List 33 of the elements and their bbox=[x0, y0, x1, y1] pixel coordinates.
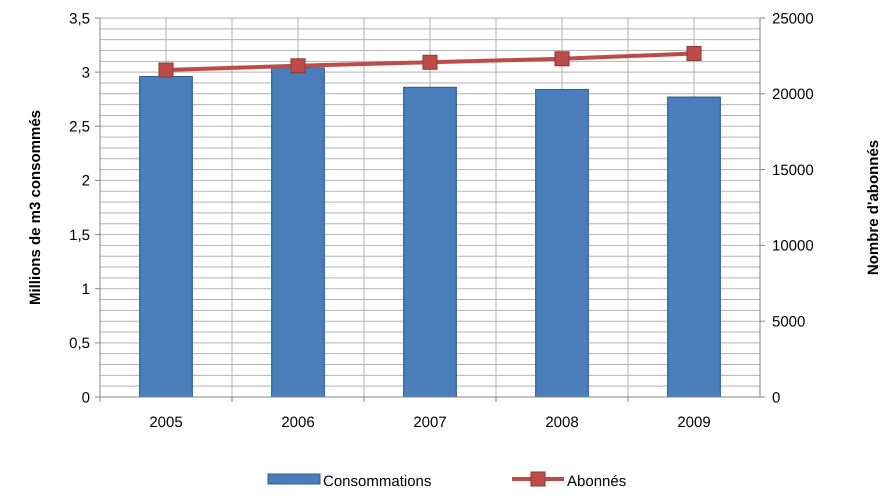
bar bbox=[535, 88, 589, 398]
point bbox=[554, 51, 570, 66]
bar bbox=[403, 86, 457, 398]
y-tick-label: 0 bbox=[82, 389, 90, 406]
legend-label: Consommations bbox=[323, 473, 432, 490]
y-tick-label: 2,5 bbox=[69, 118, 90, 136]
point bbox=[290, 58, 306, 74]
legend-label: Abonnés bbox=[567, 473, 626, 490]
y2-tick-label: 5000 bbox=[772, 313, 806, 330]
y-tick-label: 2 bbox=[82, 172, 90, 190]
bar bbox=[139, 76, 193, 398]
y2-tick-label: 20000 bbox=[772, 86, 814, 104]
y2-tick-label: 10000 bbox=[772, 238, 814, 255]
y-tick-label: 1,5 bbox=[69, 226, 90, 244]
bar bbox=[271, 67, 325, 398]
point bbox=[686, 46, 702, 61]
y2-axis-title: Nombre d'abonnés bbox=[865, 140, 882, 276]
x-tick-label: 2007 bbox=[413, 414, 447, 431]
point bbox=[158, 62, 174, 78]
y-tick-label: 0,5 bbox=[69, 335, 90, 352]
y-tick-label: 3 bbox=[82, 64, 90, 82]
x-tick-label: 2006 bbox=[281, 414, 315, 431]
x-tick-label: 2008 bbox=[545, 414, 579, 431]
point bbox=[422, 54, 438, 70]
x-tick-label: 2005 bbox=[149, 414, 183, 431]
x-tick-label: 2009 bbox=[677, 414, 711, 431]
y-axis-title: Millions de m3 consommés bbox=[27, 110, 44, 306]
bar bbox=[667, 96, 721, 398]
y2-tick-label: 15000 bbox=[772, 162, 814, 179]
y-tick-label: 3,5 bbox=[69, 10, 90, 28]
y-tick-label: 1 bbox=[82, 280, 90, 298]
y2-tick-label: 0 bbox=[772, 389, 780, 406]
y2-tick-label: 25000 bbox=[772, 10, 814, 28]
